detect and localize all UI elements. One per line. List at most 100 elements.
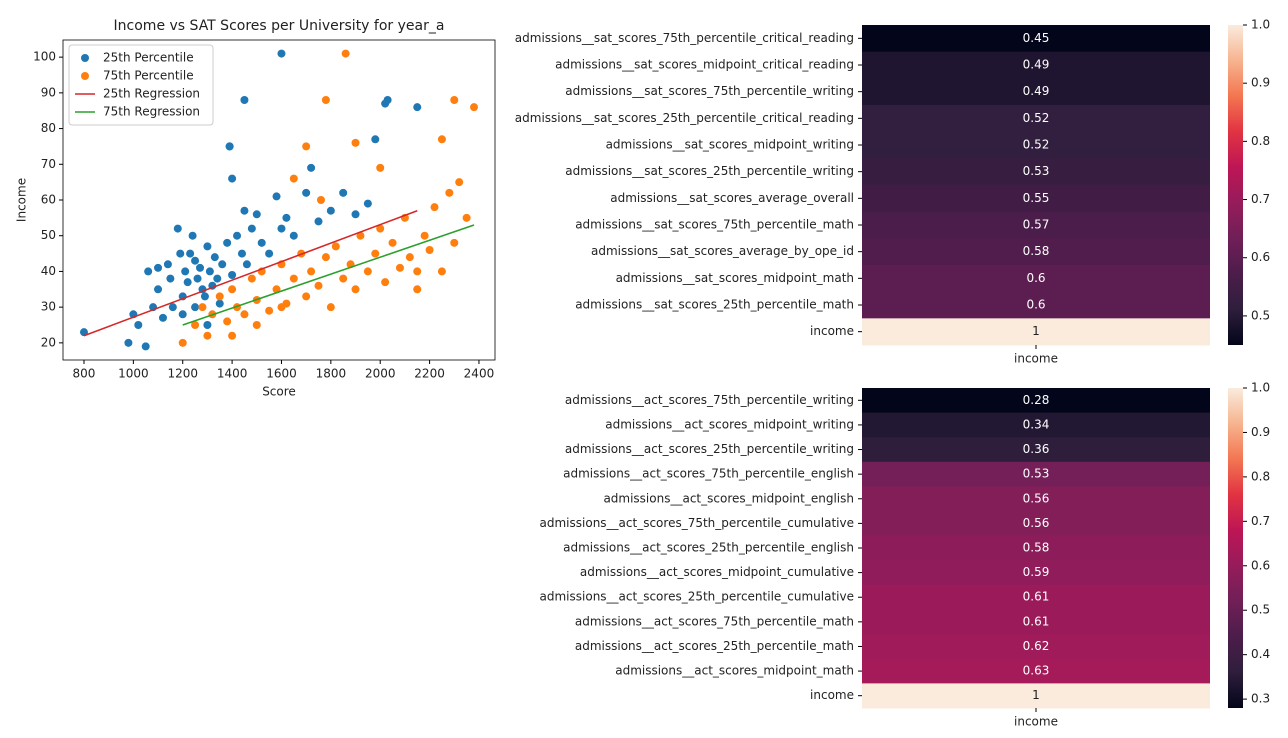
- cell-value: 0.57: [1023, 218, 1050, 232]
- point: [203, 331, 212, 340]
- point: [176, 249, 185, 258]
- point: [213, 274, 222, 283]
- cell-value: 0.49: [1023, 84, 1050, 98]
- x-axis-label: Score: [262, 385, 296, 399]
- point: [371, 135, 380, 144]
- cell-value: 0.56: [1023, 491, 1050, 505]
- regression-line: [182, 224, 475, 326]
- point: [240, 206, 249, 215]
- point: [196, 263, 205, 272]
- point: [307, 267, 316, 276]
- legend-marker: [81, 72, 89, 80]
- heatmap-cell: [862, 634, 1210, 660]
- row-label: admissions__sat_scores_midpoint_critical…: [555, 58, 854, 72]
- heatmap-cell: [862, 25, 1210, 53]
- row-label: admissions__act_scores_midpoint_cumulati…: [580, 565, 854, 579]
- point: [158, 313, 167, 322]
- heatmap-cell: [862, 388, 1210, 414]
- point: [326, 303, 335, 312]
- y-tick-label: 20: [41, 335, 56, 349]
- point: [233, 231, 242, 240]
- heatmap-cell: [862, 486, 1210, 512]
- colorbar-tick-label: 0.8: [1251, 134, 1270, 148]
- colorbar: [1228, 25, 1243, 345]
- x-tick-label: 1200: [167, 367, 198, 381]
- point: [228, 271, 237, 279]
- x-tick-label: 2400: [464, 367, 495, 381]
- point: [173, 224, 182, 233]
- point: [405, 253, 414, 262]
- x-tick-label: 1800: [316, 367, 347, 381]
- heatmap-cell: [862, 318, 1210, 346]
- cell-value: 0.53: [1023, 467, 1050, 481]
- cell-value: 0.58: [1023, 244, 1050, 258]
- point: [289, 174, 298, 183]
- colorbar-tick-label: 1.0: [1251, 18, 1270, 32]
- heatmap-cell: [862, 683, 1210, 709]
- point: [188, 231, 197, 240]
- heatmap-cell: [862, 185, 1210, 213]
- point: [168, 303, 177, 312]
- point: [191, 256, 200, 265]
- colorbar-tick-label: 0.5: [1251, 603, 1270, 617]
- row-label: admissions__sat_scores_midpoint_math: [616, 271, 854, 285]
- point: [215, 299, 224, 308]
- row-label: admissions__sat_scores_75th_percentile_w…: [565, 84, 854, 98]
- point: [413, 285, 422, 294]
- point: [228, 331, 237, 340]
- legend-label: 75th Regression: [103, 105, 200, 119]
- heatmap-cell: [862, 265, 1210, 293]
- cell-value: 0.52: [1023, 111, 1050, 125]
- point: [257, 238, 266, 247]
- point: [265, 249, 274, 258]
- row-label: admissions__act_scores_midpoint_writing: [605, 417, 854, 431]
- cell-value: 0.45: [1023, 31, 1050, 45]
- point: [247, 274, 256, 283]
- row-label: admissions__sat_scores_25th_percentile_w…: [565, 164, 854, 178]
- row-label: income: [810, 324, 854, 338]
- cell-value: 0.61: [1023, 614, 1050, 628]
- heatmap-cell: [862, 535, 1210, 561]
- legend-label: 75th Percentile: [103, 69, 194, 83]
- colorbar-tick-label: 0.6: [1251, 250, 1270, 264]
- point: [183, 278, 192, 287]
- point: [326, 206, 335, 215]
- point: [388, 238, 397, 247]
- column-label: income: [1014, 715, 1058, 729]
- point: [450, 238, 459, 247]
- heatmap-cell: [862, 609, 1210, 635]
- row-label: admissions__act_scores_75th_percentile_w…: [565, 393, 854, 407]
- point: [383, 96, 392, 104]
- row-label: income: [810, 688, 854, 702]
- point: [302, 188, 311, 197]
- colorbar-tick-label: 0.9: [1251, 76, 1270, 90]
- point: [455, 178, 464, 187]
- cell-value: 1: [1032, 688, 1040, 702]
- heatmap-cell: [862, 131, 1210, 159]
- point: [314, 217, 323, 226]
- point: [425, 246, 434, 254]
- cell-value: 0.49: [1023, 58, 1050, 72]
- cell-value: 0.55: [1023, 191, 1050, 205]
- point: [141, 342, 150, 351]
- point: [314, 281, 323, 290]
- point: [154, 263, 163, 272]
- heatmap-cell: [862, 158, 1210, 186]
- legend-marker: [81, 54, 89, 62]
- colorbar-tick-label: 0.6: [1251, 558, 1270, 572]
- point: [277, 224, 286, 233]
- point: [376, 163, 385, 172]
- heatmap-cell: [862, 461, 1210, 487]
- cell-value: 0.61: [1023, 590, 1050, 604]
- point: [240, 96, 249, 104]
- y-tick-label: 50: [41, 228, 56, 242]
- point: [124, 338, 133, 347]
- point: [252, 210, 261, 219]
- y-tick-label: 40: [41, 264, 56, 278]
- point: [210, 253, 219, 262]
- cell-value: 1: [1032, 324, 1040, 338]
- point: [462, 213, 471, 222]
- point: [341, 49, 350, 58]
- cell-value: 0.6: [1026, 298, 1045, 312]
